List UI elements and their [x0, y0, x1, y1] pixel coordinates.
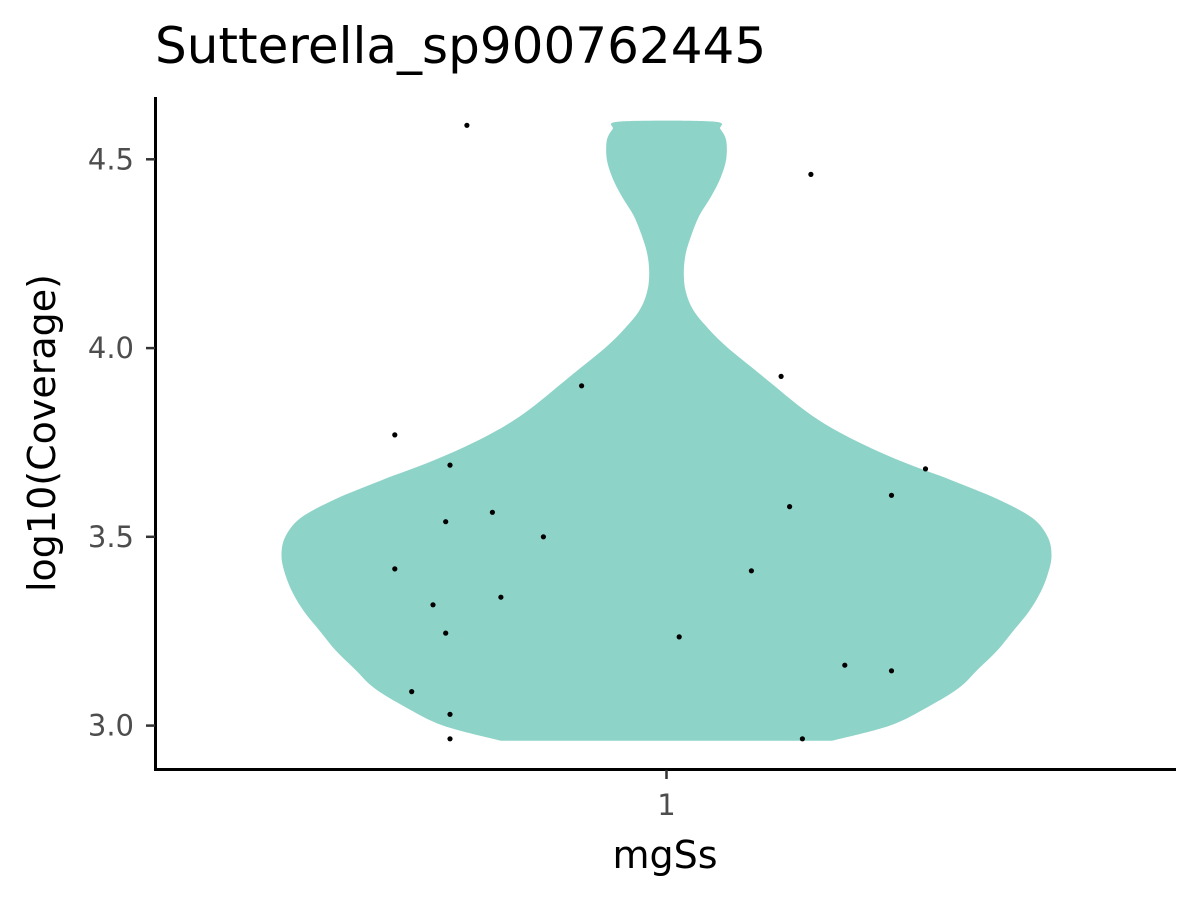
- data-point-8: [888, 492, 895, 498]
- data-point-11: [443, 519, 449, 525]
- data-point-24: [799, 736, 806, 742]
- data-point-22: [447, 711, 453, 717]
- data-point-12: [540, 534, 547, 540]
- chart-title: Sutterella_sp900762445: [155, 17, 766, 75]
- data-point-19: [842, 662, 848, 668]
- data-point-3: [579, 383, 585, 389]
- y-axis-title: log10(Coverage): [20, 274, 64, 592]
- data-point-17: [443, 630, 449, 636]
- jitter-points: [392, 122, 929, 742]
- data-point-16: [430, 602, 436, 608]
- data-point-13: [392, 566, 398, 572]
- y-tick-label: 4.5: [88, 142, 134, 176]
- y-tick-label: 4.0: [88, 331, 134, 365]
- x-tick-label: 1: [657, 788, 675, 822]
- x-axis-title: mgSs: [612, 833, 717, 877]
- data-point-23: [447, 736, 453, 742]
- data-point-20: [888, 668, 895, 674]
- data-point-15: [498, 594, 504, 600]
- data-point-9: [787, 504, 793, 510]
- x-axis-ticks: 1: [657, 770, 676, 822]
- data-point-1: [464, 122, 470, 128]
- data-point-14: [748, 568, 755, 574]
- data-point-2: [808, 171, 814, 177]
- data-point-10: [489, 509, 495, 515]
- data-point-6: [447, 462, 453, 468]
- data-point-5: [392, 432, 398, 438]
- data-point-18: [676, 634, 682, 640]
- y-axis-ticks: 3.0 3.5 4.0 4.5: [88, 142, 155, 743]
- data-point-4: [778, 373, 784, 379]
- data-point-7: [922, 466, 929, 472]
- plot-area: [281, 120, 1052, 742]
- y-tick-label: 3.0: [88, 709, 134, 743]
- y-tick-label: 3.5: [88, 520, 134, 554]
- data-point-21: [409, 689, 415, 695]
- violin-body: [281, 120, 1052, 741]
